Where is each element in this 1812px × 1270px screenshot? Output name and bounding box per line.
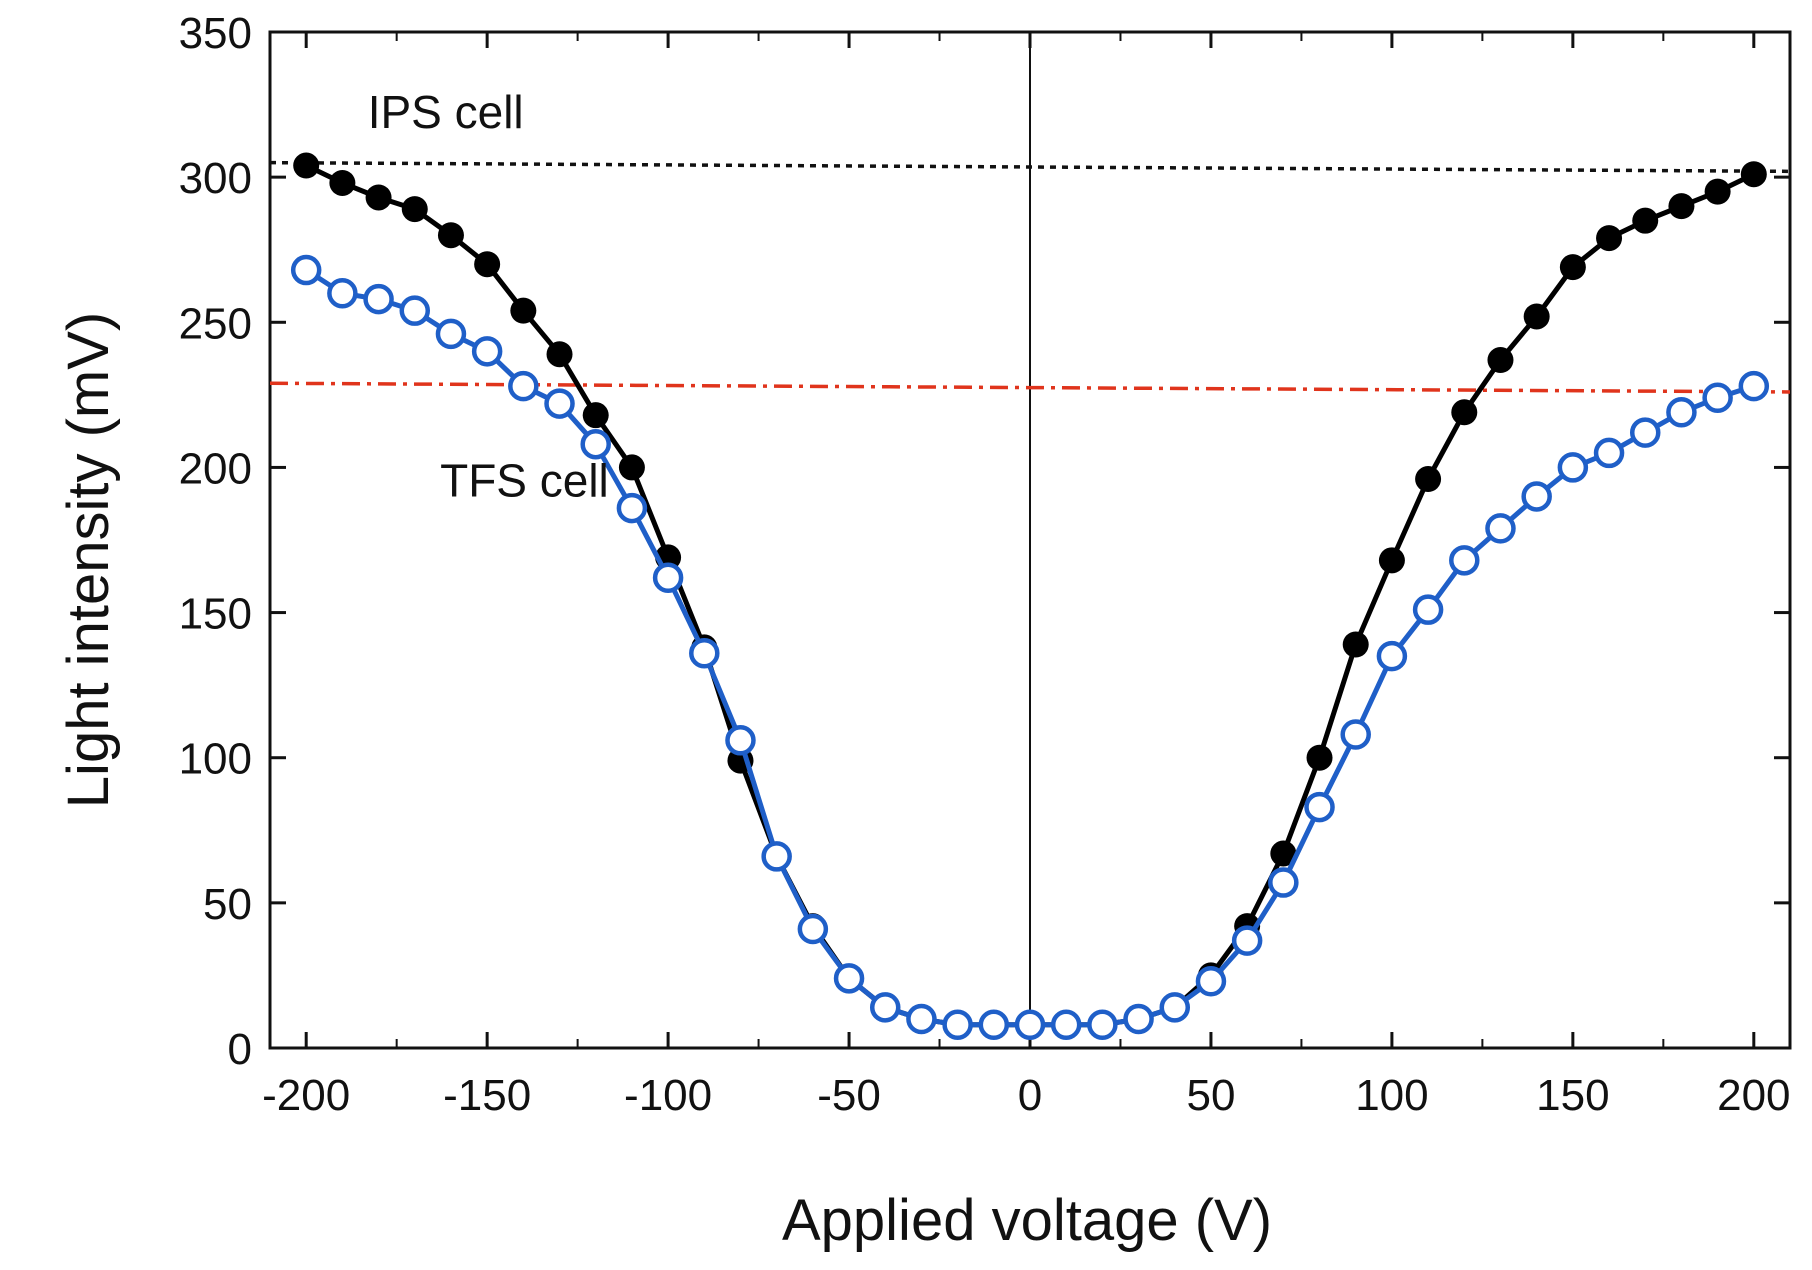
- y-axis-label: Light intensity (mV): [56, 312, 121, 808]
- x-tick-label: 150: [1536, 1071, 1609, 1120]
- tfs-data-point: [1593, 437, 1625, 469]
- ips-data-point: [1306, 744, 1333, 771]
- tfs-data-point: [1304, 791, 1335, 823]
- tfs-data-point: [942, 1009, 973, 1041]
- ips-data-point: [546, 341, 573, 368]
- tfs-cell-annotation: TFS cell: [440, 454, 609, 506]
- x-axis-label: Applied voltage (V): [782, 1188, 1272, 1253]
- tfs-data-point: [978, 1009, 1010, 1041]
- tfs-data-point: [1412, 594, 1444, 625]
- x-tick-label: -200: [262, 1071, 350, 1120]
- tfs-data-point: [435, 318, 467, 350]
- y-tick-label: 0: [228, 1025, 252, 1074]
- tfs-data-point: [399, 295, 431, 326]
- y-tick-label: 200: [179, 444, 252, 493]
- y-tick-label: 300: [179, 154, 252, 203]
- tfs-data-point: [761, 841, 792, 872]
- tfs-data-point: [1195, 965, 1227, 997]
- tfs-data-point: [580, 428, 611, 460]
- ips-data-point: [618, 454, 645, 481]
- x-tick-label: 0: [1018, 1071, 1042, 1120]
- tfs-data-point: [327, 278, 358, 309]
- tick-labels: -200 -150 -100 -50 0 50 100 150 200 0 50 100 150 200 2…: [179, 9, 1791, 1120]
- series-group: [290, 152, 1770, 1041]
- reference-lines: [269, 32, 1791, 1048]
- ips-data-point: [293, 152, 320, 179]
- tfs-data-point: [1449, 545, 1480, 576]
- x-tick-label: 100: [1355, 1071, 1428, 1120]
- ips-data-point: [1415, 466, 1442, 493]
- ips-data-point: [1270, 840, 1297, 867]
- tfs-data-point: [652, 562, 684, 593]
- tfs-data-point: [508, 370, 539, 402]
- y-tick-label: 250: [179, 299, 252, 348]
- ips-data-point: [1523, 303, 1550, 330]
- tfs-data-point: [1087, 1009, 1118, 1041]
- y-tick-label: 50: [203, 880, 252, 929]
- tfs-data-point: [1268, 867, 1299, 898]
- tfs-data-point: [1376, 640, 1408, 672]
- tfs-data-point: [1231, 925, 1263, 956]
- tfs-data-point: [616, 492, 648, 524]
- tfs-data-point: [1666, 397, 1697, 428]
- ips-data-point: [474, 251, 501, 278]
- ips-data-point: [1378, 547, 1405, 574]
- x-tick-label: 50: [1186, 1071, 1235, 1120]
- tfs-data-point: [1557, 452, 1589, 483]
- tfs-data-point: [1050, 1009, 1082, 1041]
- ips-data-point: [1740, 161, 1767, 188]
- y-tick-label: 150: [179, 590, 252, 639]
- ips-data-point: [1451, 399, 1478, 426]
- ips-max-reference-line: [269, 160, 1791, 174]
- ips-data-point: [1668, 193, 1695, 220]
- x-tick-label: 200: [1717, 1071, 1790, 1120]
- tfs-data-point: [906, 1003, 937, 1035]
- tfs-data-point: [1123, 1003, 1154, 1035]
- tfs-data-point: [1485, 513, 1516, 544]
- tfs-data-point: [833, 963, 865, 994]
- ips-data-point: [365, 184, 392, 211]
- annotations: IPS cell TFS cell: [368, 86, 609, 507]
- tfs-data-point: [1014, 1009, 1046, 1041]
- tfs-data-point: [1629, 417, 1661, 448]
- ips-data-point: [1342, 631, 1369, 658]
- ips-data-point: [1487, 347, 1514, 374]
- tfs-data-point: [290, 254, 322, 286]
- tfs-data-point: [1159, 992, 1191, 1023]
- ips-data-point: [582, 402, 609, 429]
- ips-data-point: [1596, 225, 1623, 252]
- ips-cell-annotation: IPS cell: [368, 86, 524, 138]
- ips-data-point: [1632, 207, 1659, 234]
- x-tick-label: -50: [817, 1071, 881, 1120]
- tfs-data-point: [1738, 370, 1770, 402]
- ips-data-point: [1559, 254, 1586, 281]
- y-tick-label: 100: [179, 735, 252, 784]
- y-tick-label: 350: [179, 9, 252, 58]
- tfs-data-point: [689, 637, 720, 669]
- tfs-data-point: [1340, 719, 1371, 750]
- ips-data-point: [329, 169, 356, 196]
- tfs-data-point: [725, 725, 756, 756]
- tfs-data-point: [471, 336, 503, 367]
- tfs-data-point: [869, 992, 901, 1023]
- tfs-data-point: [363, 283, 394, 315]
- ips-data-point: [1704, 178, 1731, 205]
- tfs-data-point: [1702, 382, 1733, 414]
- tfs-data-point: [544, 388, 575, 419]
- tfs-data-point: [1521, 481, 1552, 512]
- tfs-data-point: [797, 913, 829, 945]
- ips-data-point: [401, 196, 428, 223]
- ips-data-point: [510, 297, 537, 324]
- x-tick-label: -100: [624, 1071, 712, 1120]
- x-tick-label: -150: [443, 1071, 531, 1120]
- ips-data-point: [437, 222, 464, 249]
